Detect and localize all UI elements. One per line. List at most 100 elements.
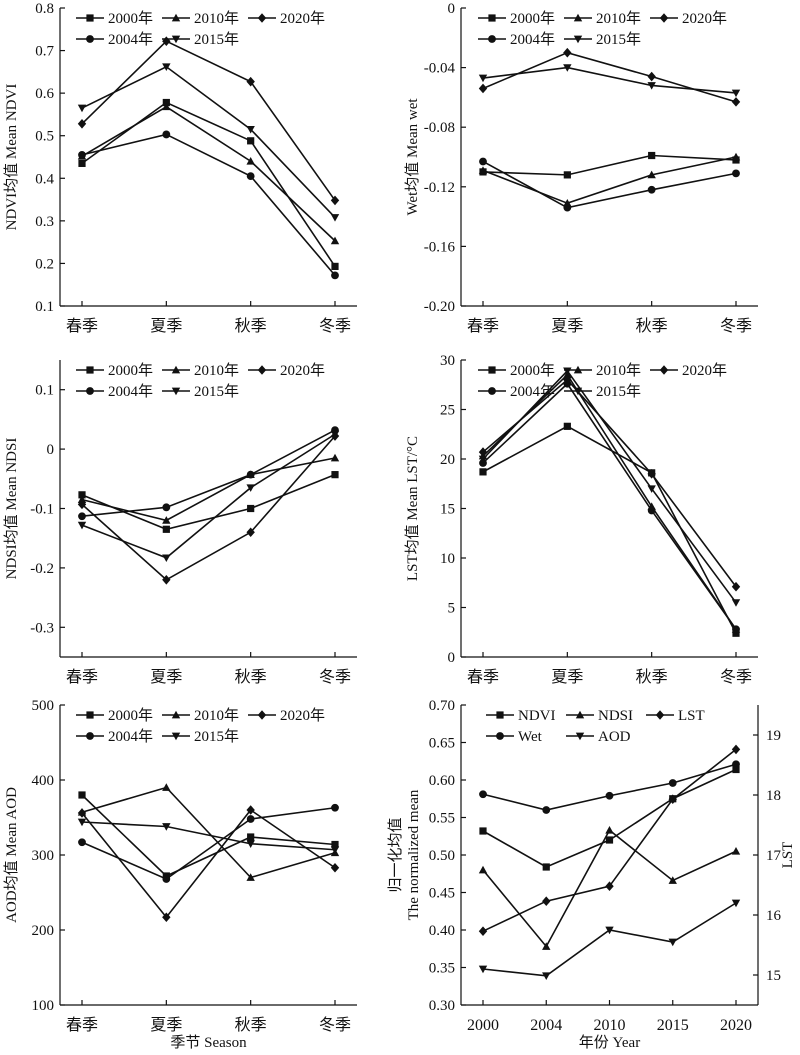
legend-marker (659, 365, 669, 375)
y-tick-label: 0.1 (35, 383, 54, 399)
legend-marker (171, 387, 181, 396)
y-tick-label: 0.45 (429, 886, 455, 902)
legend-marker (86, 14, 94, 22)
series-line-2004年 (81, 806, 336, 880)
data-point-2000年-秋季 (247, 504, 255, 513)
y-tick-label: 0.35 (429, 961, 455, 977)
y-tick-label: 0.6 (35, 86, 54, 102)
data-point-2010年-春季 (478, 166, 488, 174)
data-point-Wet-2020 (732, 760, 740, 769)
legend-label: 2020年 (280, 707, 325, 724)
legend-marker (86, 387, 94, 395)
data-point-NDVI-2020 (732, 765, 740, 774)
y-tick-label: 100 (32, 998, 55, 1014)
series-line-2004年 (81, 133, 336, 276)
legend-marker (171, 710, 181, 719)
legend-marker (86, 711, 94, 719)
legend-label: 2004年 (108, 383, 153, 400)
y-axis-right-title: LST (780, 842, 796, 869)
data-point-LST-2010 (605, 881, 614, 891)
series-line-2020年 (81, 808, 336, 919)
y-tick-label: 15 (440, 502, 455, 518)
legend-marker (257, 365, 267, 375)
data-point-NDVI-2004 (542, 863, 550, 871)
series-line-2000年 (81, 473, 336, 531)
data-point-2000年-秋季 (648, 151, 656, 160)
x-tick-label: 夏季 (150, 668, 182, 686)
x-tick-label: 秋季 (235, 1016, 267, 1034)
data-point-AOD-2000 (478, 965, 488, 974)
legend-label: NDVI (518, 708, 556, 724)
data-point-NDVI-2000 (479, 827, 487, 835)
y-tick-label: 0.7 (35, 44, 54, 60)
x-tick-label: 春季 (66, 668, 98, 686)
data-point-2000年-冬季 (331, 840, 339, 849)
x-tick-label: 冬季 (319, 1016, 351, 1034)
y-tick-label: 0.60 (429, 773, 455, 789)
legend-label: 2004年 (108, 31, 153, 48)
data-point-2020年-秋季 (647, 469, 656, 479)
data-point-2000年-秋季 (247, 833, 255, 841)
legend-label: 2010年 (596, 362, 641, 379)
data-point-AOD-2010 (605, 926, 614, 935)
legend-label: 2020年 (682, 362, 727, 379)
data-point-LST-2015 (668, 794, 677, 804)
y-axis-title: Wet均值 Mean wet (404, 98, 421, 216)
series-line-2004年 (81, 429, 336, 518)
series-line-2010年 (482, 156, 737, 205)
data-point-NDSI-2004 (542, 942, 551, 950)
data-point-2015年-秋季 (647, 82, 656, 90)
chart-panel-1: 0.1 0.2 0.3 0.4 0.5 0.6 0.7 0.8 春季 夏季 秋季 冬季 NDVI均值 M… (3, 1, 357, 335)
y-tick-label: 0.70 (429, 698, 455, 714)
legend-marker (488, 14, 496, 22)
data-point-2010年-冬季 (330, 453, 340, 462)
data-point-2004年-冬季 (732, 169, 740, 178)
series-line-2015年 (482, 369, 737, 604)
legend-marker (171, 35, 181, 44)
series-line-2020年 (482, 378, 737, 588)
legend-marker (496, 732, 504, 740)
y-tick-label: 0 (448, 1, 456, 17)
legend-marker (573, 13, 583, 22)
legend-marker (573, 35, 583, 44)
series-line-2004年 (482, 160, 737, 209)
data-point-2010年-春季 (77, 151, 87, 160)
y-right-tick-label: 18 (766, 788, 781, 804)
data-point-2020年-秋季 (647, 71, 656, 82)
data-point-NDVI-2010 (605, 836, 614, 844)
data-point-2000年-春季 (78, 159, 86, 167)
y-axis-title: NDVI均值 Mean NDVI (3, 84, 20, 231)
legend-marker (573, 365, 583, 374)
data-point-2020年-春季 (478, 83, 488, 94)
data-point-2000年-夏季 (162, 525, 170, 533)
data-point-2020年-春季 (478, 447, 488, 457)
legend-label: 2010年 (596, 10, 641, 27)
legend-label: LST (678, 708, 705, 724)
data-point-2015年-夏季 (563, 64, 572, 72)
data-point-2015年-夏季 (162, 823, 171, 831)
legend-label: AOD (598, 729, 631, 745)
series-line-2000年 (81, 101, 336, 267)
data-point-AOD-2020 (731, 899, 741, 908)
legend-marker (659, 13, 669, 23)
y-axis-title-line: The normalized mean (406, 789, 422, 920)
data-point-2020年-冬季 (731, 581, 741, 592)
series-line-2010年 (81, 457, 336, 522)
series-line-2015年 (81, 65, 336, 219)
data-point-NDSI-2015 (668, 876, 677, 884)
x-tick-label: 春季 (467, 668, 499, 686)
legend-marker (171, 13, 181, 22)
legend-label: 2015年 (596, 31, 641, 48)
legend-label: 2020年 (682, 10, 727, 27)
data-point-2010年-夏季 (162, 102, 171, 111)
series-line-NDVI (482, 768, 737, 868)
y-right-tick-label: 19 (766, 728, 781, 744)
data-point-2010年-冬季 (731, 625, 741, 633)
legend-label: 2010年 (194, 10, 239, 27)
x-tick-label: 夏季 (150, 1016, 182, 1034)
data-point-LST-2004 (542, 896, 551, 906)
y-tick-label: 0.2 (35, 256, 54, 272)
data-point-AOD-2015 (668, 938, 677, 947)
data-point-2020年-夏季 (162, 912, 171, 923)
legend-marker (575, 732, 585, 741)
